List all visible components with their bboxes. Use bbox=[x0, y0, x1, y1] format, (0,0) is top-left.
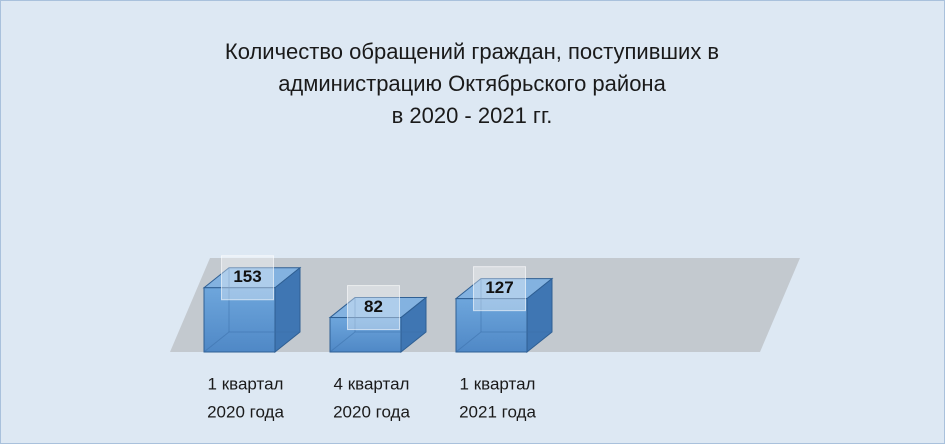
value-label: 127 bbox=[485, 278, 513, 297]
x-tick-label: 2020 года bbox=[207, 402, 284, 421]
bar bbox=[454, 277, 554, 354]
x-tick-label: 1 квартал bbox=[460, 374, 536, 393]
value-label-box bbox=[473, 266, 526, 312]
title-line: Количество обращений граждан, поступивши… bbox=[225, 39, 719, 64]
x-tick-label: 1 квартал bbox=[208, 374, 284, 393]
chart-title: Количество обращений граждан, поступивши… bbox=[225, 39, 719, 128]
value-label: 82 bbox=[364, 297, 383, 316]
bar-front bbox=[203, 287, 276, 353]
title-line: в 2020 - 2021 гг. bbox=[392, 103, 553, 128]
title-line: администрацию Октябрьского района bbox=[278, 71, 666, 96]
value-label-box bbox=[347, 285, 400, 331]
value-label: 153 bbox=[233, 267, 261, 286]
bar-front bbox=[329, 317, 402, 353]
bar bbox=[328, 296, 428, 354]
bar bbox=[202, 266, 302, 354]
x-tick-label: 2021 года bbox=[459, 402, 536, 421]
x-tick-label: 4 квартал bbox=[334, 374, 410, 393]
value-label-box bbox=[221, 255, 274, 301]
x-tick-label: 2020 года bbox=[333, 402, 410, 421]
